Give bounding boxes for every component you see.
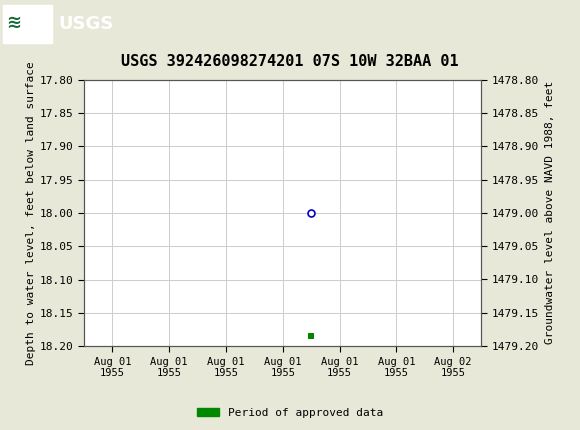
FancyBboxPatch shape [3,5,52,43]
Text: USGS: USGS [58,15,113,33]
Y-axis label: Groundwater level above NAVD 1988, feet: Groundwater level above NAVD 1988, feet [545,81,554,344]
Text: USGS 392426098274201 07S 10W 32BAA 01: USGS 392426098274201 07S 10W 32BAA 01 [121,54,459,69]
Text: ≋: ≋ [6,14,21,32]
Y-axis label: Depth to water level, feet below land surface: Depth to water level, feet below land su… [26,61,36,365]
Legend: Period of approved data: Period of approved data [193,403,387,422]
